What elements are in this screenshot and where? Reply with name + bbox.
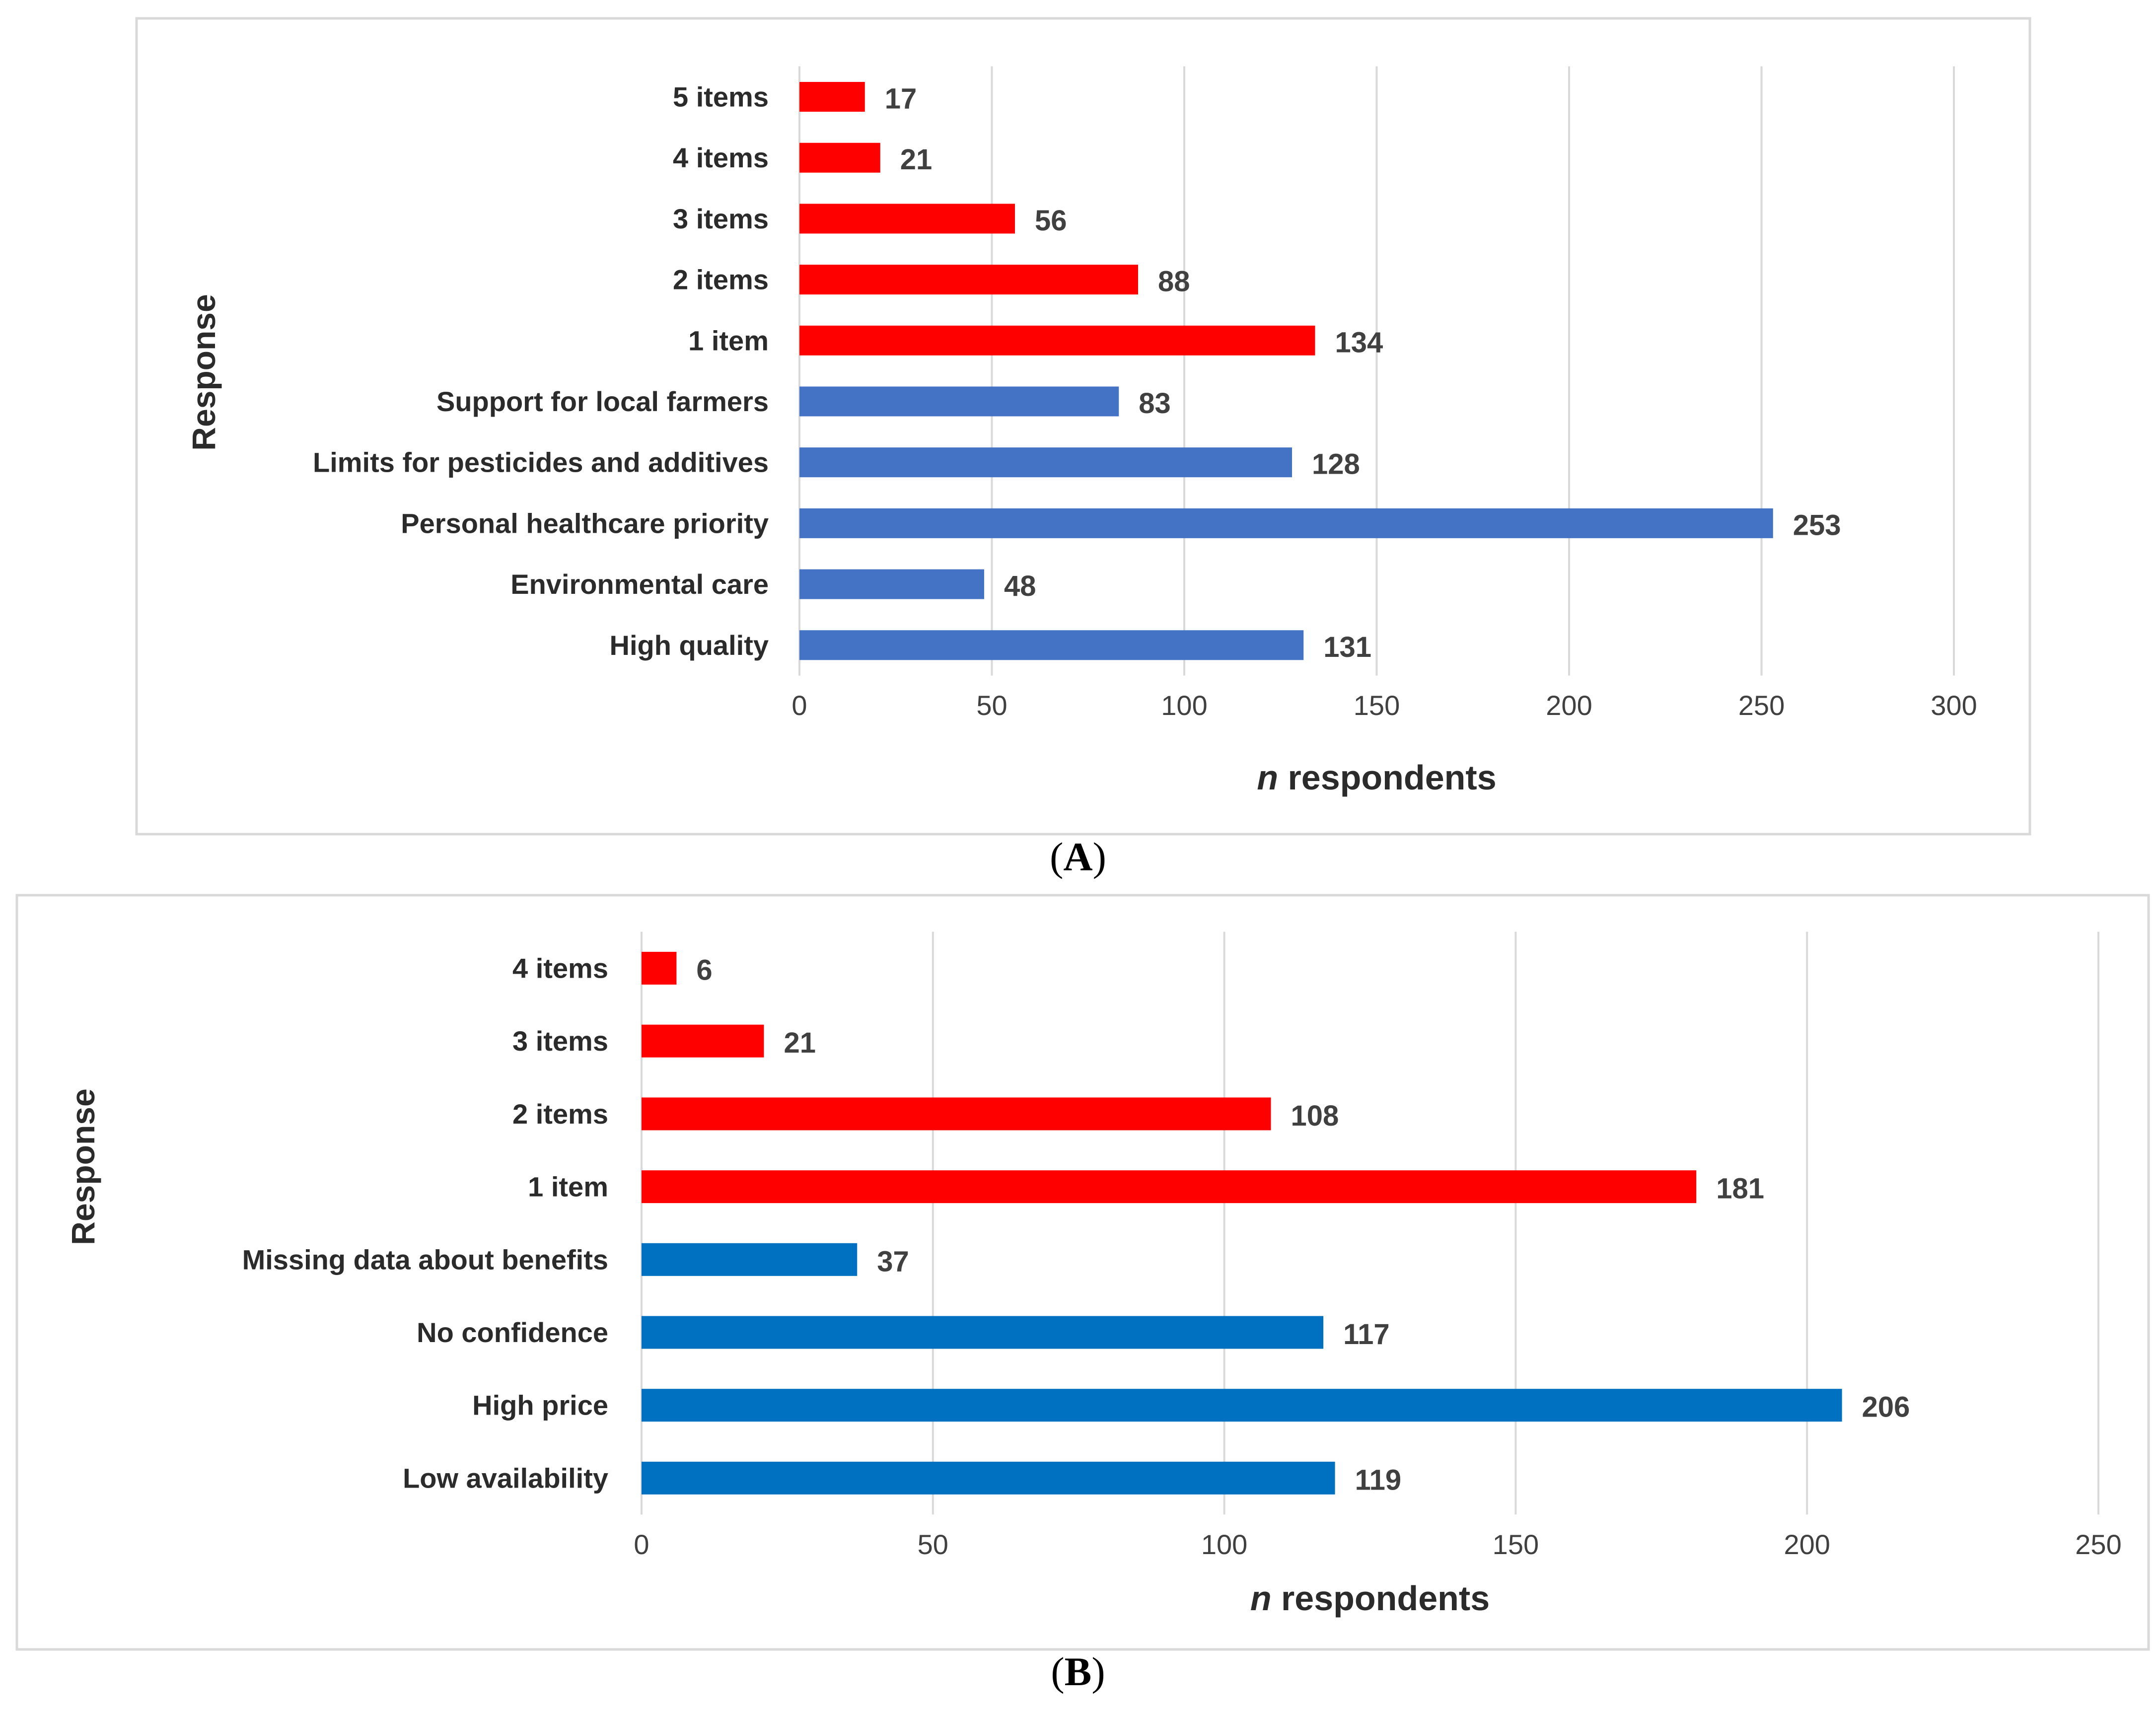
category-label: 3 items: [673, 203, 769, 234]
x-tick-label: 200: [1784, 1529, 1830, 1560]
caption-letter: A: [1063, 834, 1092, 879]
x-tick-label: 250: [1738, 690, 1785, 721]
category-label: Limits for pesticides and additives: [313, 447, 769, 478]
category-label: Environmental care: [510, 569, 769, 600]
bar-environmental-care: [799, 569, 984, 599]
bar-5-items: [799, 82, 865, 112]
chart-panel-b: 0 50 100 150 200 250 4 items 6 3 items 21 2 items 1…: [15, 894, 2150, 1651]
bar-high-quality: [799, 630, 1304, 660]
category-label: Missing data about benefits: [242, 1244, 608, 1275]
x-axis-title-italic: n: [1250, 1579, 1272, 1618]
x-axis-title-rest: respondents: [1272, 1579, 1490, 1618]
x-tick-label: 250: [2075, 1529, 2121, 1560]
category-label: Personal healthcare priority: [401, 507, 769, 539]
bar-3-items: [642, 1024, 764, 1058]
bar-high-price: [642, 1389, 1842, 1422]
data-label: 56: [1035, 205, 1067, 237]
category-label: Low availability: [403, 1462, 608, 1494]
caption-paren-open: (: [1050, 834, 1063, 879]
data-label: 48: [1004, 570, 1036, 602]
category-label: 1 item: [688, 325, 769, 356]
x-tick-label: 0: [634, 1529, 649, 1560]
data-label: 206: [1862, 1391, 1910, 1424]
category-label: No confidence: [417, 1317, 608, 1348]
panel-caption: (A): [1050, 834, 1106, 879]
category-label: 5 items: [673, 81, 769, 113]
bar-2-items: [642, 1097, 1271, 1131]
data-label: 131: [1323, 631, 1371, 663]
caption-letter: B: [1065, 1649, 1092, 1694]
bar-1-item: [642, 1170, 1697, 1204]
category-label: 2 items: [512, 1098, 608, 1130]
x-tick-label: 200: [1546, 690, 1592, 721]
x-tick-label: 50: [976, 690, 1007, 721]
x-axis-title: n respondents: [1250, 1579, 1490, 1618]
data-label: 21: [784, 1027, 816, 1059]
caption-paren-close: ): [1091, 1649, 1105, 1694]
chart-panel-a: 0 50 100 150 200 250 300 5 items 17 4 items 21 3 it…: [135, 17, 2031, 836]
bar-4-items: [799, 142, 880, 173]
x-axis-title-italic: n: [1257, 758, 1278, 797]
data-label: 83: [1139, 387, 1171, 420]
category-label: 4 items: [673, 142, 769, 173]
caption-paren-close: ): [1093, 834, 1106, 879]
category-label: 1 item: [528, 1171, 608, 1203]
category-label: 2 items: [673, 264, 769, 295]
x-tick-label: 100: [1161, 690, 1207, 721]
category-label: High price: [472, 1390, 608, 1421]
data-label: 119: [1355, 1464, 1402, 1496]
x-tick-label: 150: [1354, 690, 1400, 721]
caption-paren-open: (: [1051, 1649, 1064, 1694]
y-axis-title: Response: [185, 294, 222, 450]
category-label: Support for local farmers: [436, 386, 769, 417]
data-label: 21: [900, 143, 933, 176]
bar-missing-data-about-benefits: [642, 1243, 858, 1276]
data-label: 37: [877, 1245, 909, 1278]
data-label: 6: [696, 954, 712, 987]
panel-caption: (B): [1051, 1649, 1105, 1694]
x-axis-title-rest: respondents: [1278, 758, 1497, 797]
x-tick-label: 300: [1931, 690, 1977, 721]
data-label: 88: [1158, 266, 1190, 298]
x-tick-label: 50: [918, 1529, 948, 1560]
category-label: 3 items: [512, 1025, 608, 1057]
bar-2-items: [799, 265, 1138, 295]
bar-no-confidence: [642, 1316, 1324, 1349]
data-label: 253: [1793, 509, 1841, 541]
category-label: 4 items: [512, 953, 608, 984]
bar-support-for-local-farmers: [799, 386, 1119, 417]
x-tick-label: 0: [791, 690, 807, 721]
chart-frame: [15, 894, 2150, 1651]
bar-4-items: [642, 952, 677, 985]
x-tick-label: 150: [1493, 1529, 1539, 1560]
data-label: 181: [1716, 1173, 1764, 1205]
x-axis-title: n respondents: [1257, 758, 1496, 797]
data-label: 128: [1312, 448, 1360, 481]
bar-personal-healthcare-priority: [799, 508, 1773, 538]
data-label: 17: [885, 83, 917, 115]
bar-low-availability: [642, 1461, 1335, 1495]
data-label: 134: [1335, 326, 1383, 358]
bar-3-items: [799, 204, 1015, 234]
y-axis-title: Response: [65, 1088, 101, 1245]
data-label: 117: [1343, 1318, 1390, 1351]
category-label: High quality: [610, 630, 769, 661]
bar-1-item: [799, 325, 1315, 356]
chart-frame: [135, 17, 2031, 836]
bar-limits-for-pesticides-and-additives: [799, 447, 1292, 478]
x-tick-label: 100: [1201, 1529, 1247, 1560]
data-label: 108: [1291, 1100, 1339, 1132]
